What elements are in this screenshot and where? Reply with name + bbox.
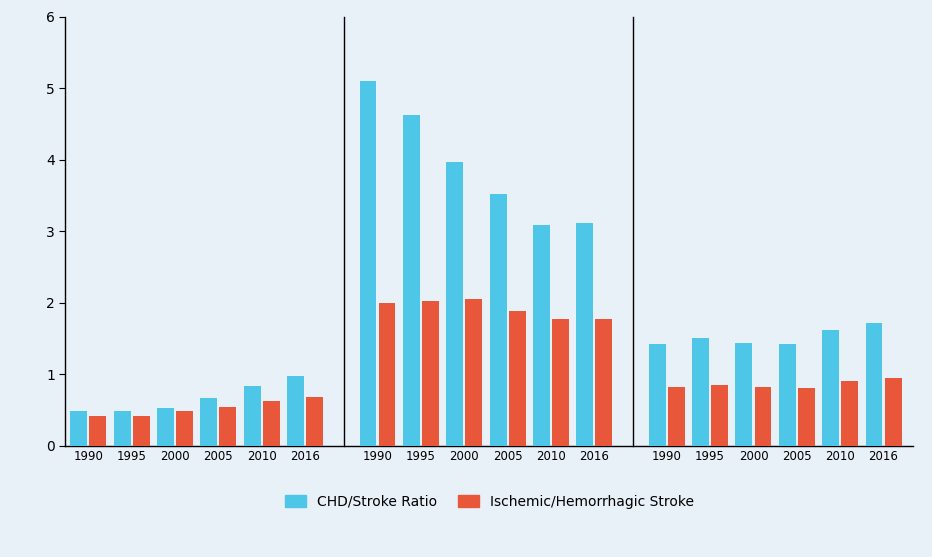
Bar (596, 319, 612, 446)
Bar (798, 388, 815, 446)
Bar (866, 323, 883, 446)
Bar (755, 387, 772, 446)
Bar (263, 400, 280, 446)
Bar (509, 311, 526, 446)
Bar (114, 411, 130, 446)
Bar (552, 319, 569, 446)
Bar (489, 194, 506, 446)
Bar (576, 223, 594, 446)
Bar (842, 382, 858, 446)
Bar (779, 344, 796, 446)
Bar (649, 344, 665, 446)
Bar (306, 397, 323, 446)
Legend: CHD/Stroke Ratio, Ischemic/Hemorrhagic Stroke: CHD/Stroke Ratio, Ischemic/Hemorrhagic S… (278, 488, 701, 516)
Bar (89, 416, 106, 446)
Bar (157, 408, 174, 446)
Bar (378, 302, 395, 446)
Bar (403, 115, 419, 446)
Bar (70, 411, 88, 446)
Bar (422, 301, 439, 446)
Bar (668, 387, 685, 446)
Bar (884, 378, 901, 446)
Bar (219, 407, 237, 446)
Bar (822, 330, 839, 446)
Bar (176, 411, 193, 446)
Bar (711, 385, 728, 446)
Bar (735, 343, 752, 446)
Bar (533, 224, 550, 446)
Bar (200, 398, 217, 446)
Bar (446, 162, 463, 446)
Bar (692, 339, 709, 446)
Bar (287, 377, 304, 446)
Bar (360, 81, 377, 446)
Bar (465, 299, 482, 446)
Bar (132, 416, 150, 446)
Bar (244, 385, 261, 446)
